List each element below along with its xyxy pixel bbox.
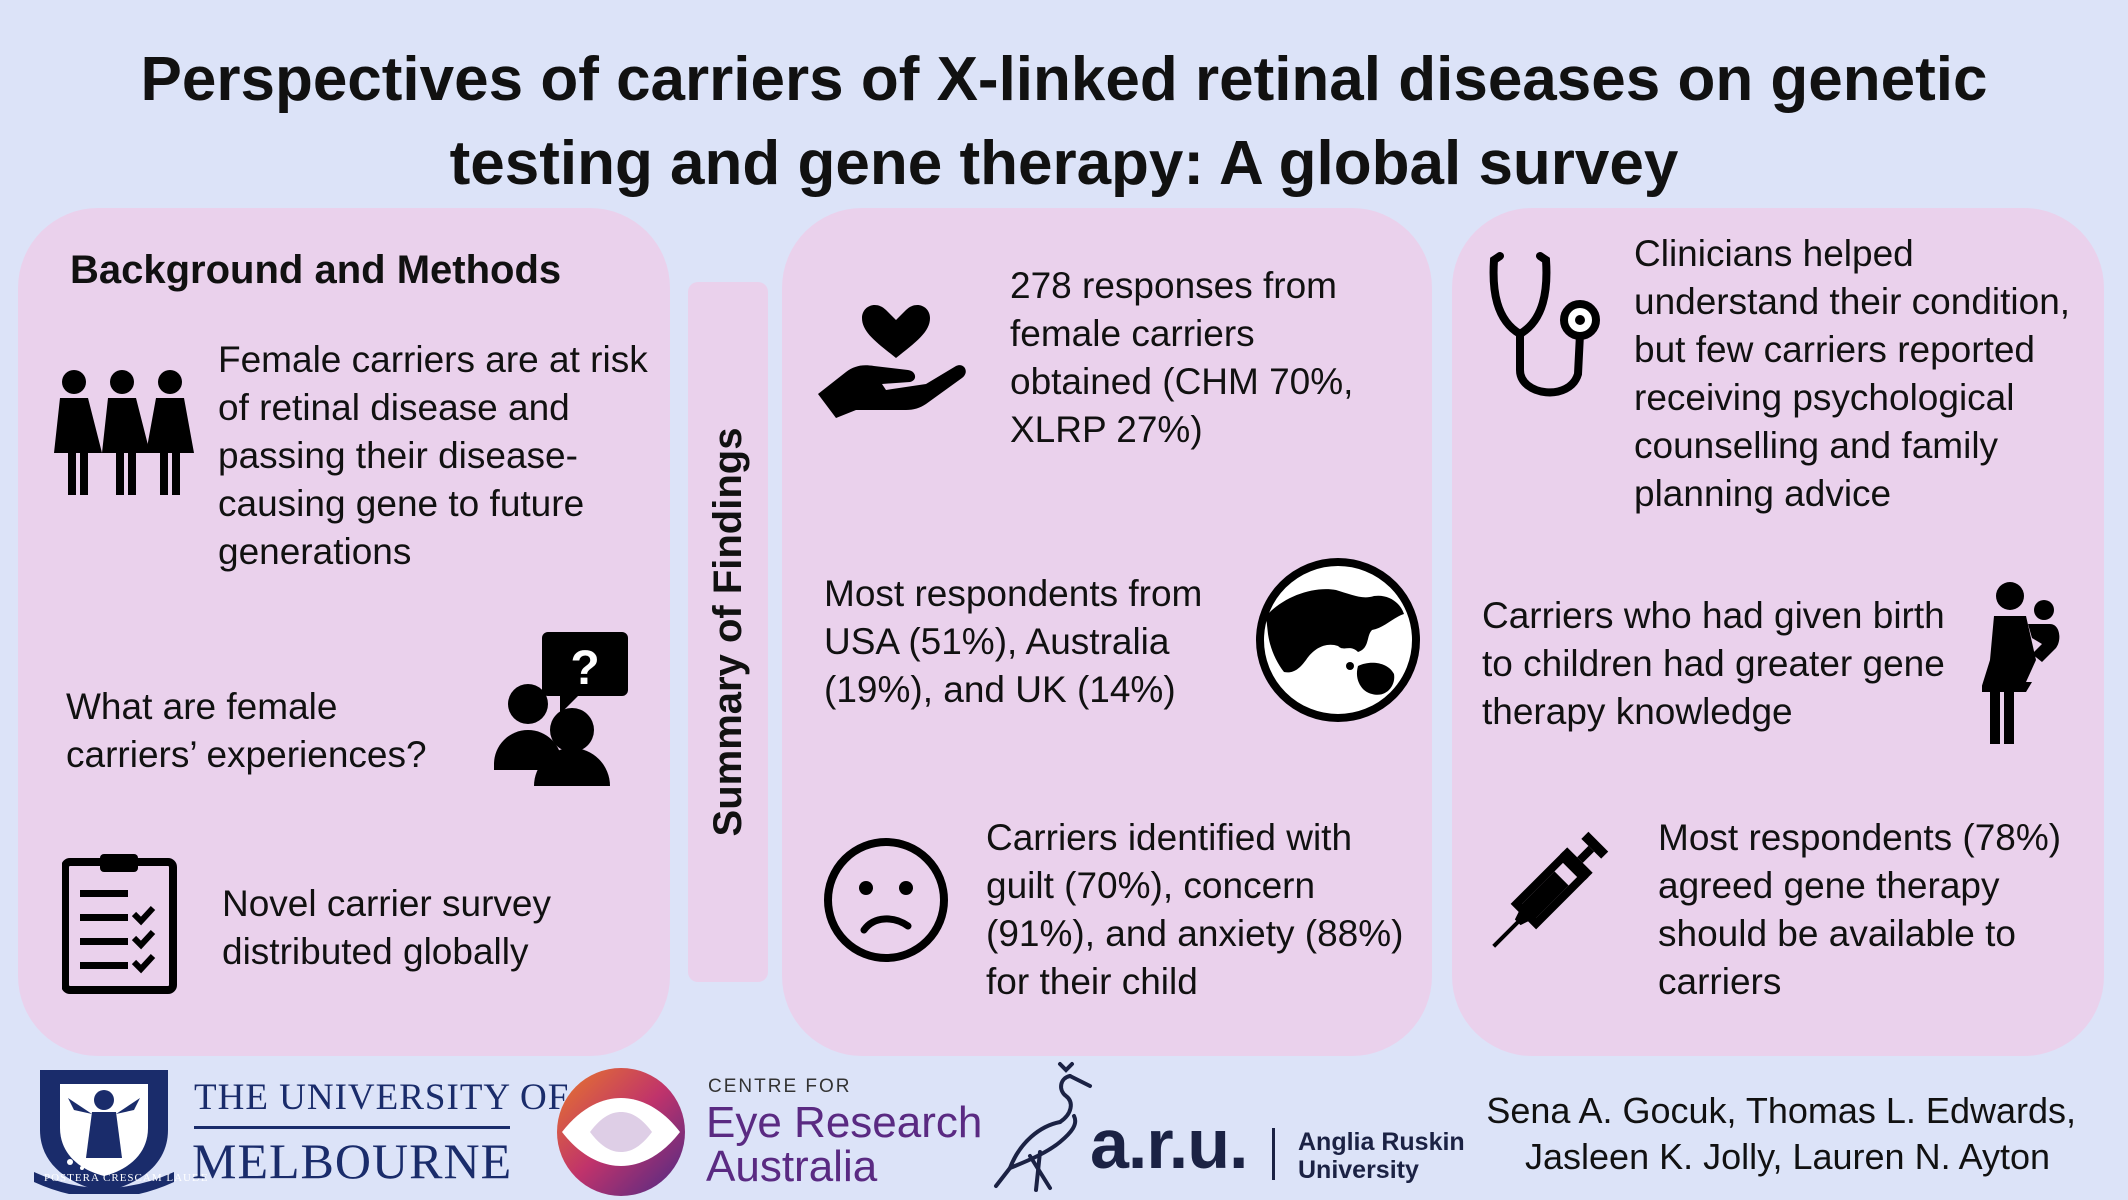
finding-middle-2-text: Most respondents from USA (51%), Austral…: [824, 573, 1203, 710]
aru-name-line2: University: [1298, 1156, 1419, 1184]
cera-centre-for: CENTRE FOR: [708, 1076, 852, 1097]
finding-middle-3-text: Carriers identified with guilt (70%), co…: [986, 817, 1404, 1002]
melbourne-crest-logo: [30, 1064, 178, 1194]
syringe-icon: [1478, 826, 1614, 962]
question-people-icon: ?: [490, 628, 630, 788]
finding-right-2-text: Carriers who had given birth to children…: [1482, 595, 1945, 732]
aru-divider: [1272, 1128, 1275, 1180]
melbourne-name-line2: MELBOURNE: [192, 1133, 513, 1189]
title-line-1: Perspectives of carriers of X-linked ret…: [140, 45, 1988, 114]
poster-title: Perspectives of carriers of X-linked ret…: [0, 38, 2128, 206]
background-heading: Background and Methods: [70, 248, 562, 292]
aru-name-line1: Anglia Ruskin: [1298, 1128, 1465, 1156]
background-item-2-text: What are female carriers’ experiences?: [66, 686, 427, 775]
finding-right-3-text: Most respondents (78%) agreed gene thera…: [1658, 817, 2062, 1002]
clipboard-checklist-icon: [62, 852, 177, 994]
authors-line1: Sena A. Gocuk, Thomas L. Edwards,: [1486, 1090, 2076, 1131]
summary-of-findings-label: Summary of Findings: [706, 427, 750, 837]
aru-bird-logo: [990, 1056, 1102, 1196]
finding-middle-1-text: 278 responses from female carriers obtai…: [1010, 265, 1354, 450]
stethoscope-icon: [1486, 250, 1606, 410]
globe-icon: [1254, 556, 1422, 724]
worried-face-icon: [822, 836, 950, 964]
background-item-1-text: Female carriers are at risk of retinal d…: [218, 339, 648, 572]
authors-line2: Jasleen K. Jolly, Lauren N. Ayton: [1525, 1136, 2050, 1177]
melbourne-name-line1: THE UNIVERSITY OF: [194, 1077, 570, 1118]
melbourne-divider: [194, 1126, 510, 1129]
heart-hand-icon: [816, 300, 966, 420]
mother-child-icon: [1982, 580, 2062, 746]
title-line-2: testing and gene therapy: A global surve…: [449, 129, 1679, 198]
women-group-icon: [50, 368, 195, 498]
finding-right-1-text: Clinicians helped understand their condi…: [1634, 233, 2071, 514]
svg-text:?: ?: [570, 642, 599, 695]
melbourne-motto: POSTERA CRESCAM LAUDE: [44, 1172, 209, 1184]
aru-mark: a.r.u.: [1090, 1105, 1248, 1183]
summary-strip: [688, 282, 768, 982]
cera-eye-logo: [552, 1066, 690, 1198]
background-item-3-text: Novel carrier survey distributed globall…: [222, 883, 551, 972]
cera-name-line1: Eye Research: [706, 1098, 983, 1147]
cera-name-line2: Australia: [706, 1142, 878, 1191]
